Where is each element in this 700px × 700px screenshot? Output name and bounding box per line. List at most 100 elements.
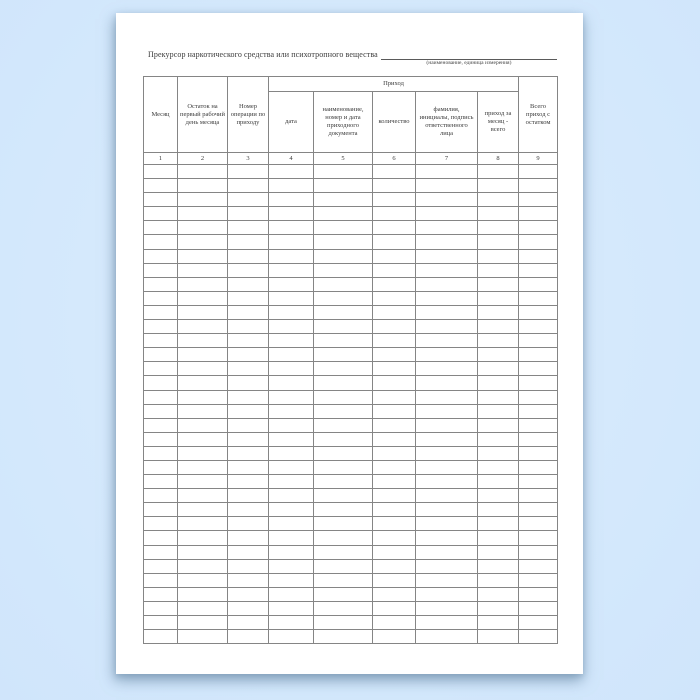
col-number-4: 4 [268, 152, 314, 165]
empty-cell [177, 206, 228, 222]
empty-cell [313, 206, 373, 222]
empty-cell [268, 600, 314, 617]
empty-cell [415, 488, 478, 504]
empty-cell [476, 600, 520, 617]
empty-cell [143, 319, 178, 335]
empty-cell [372, 192, 416, 208]
empty-cell [268, 178, 314, 194]
empty-cell [372, 586, 416, 602]
empty-cell [518, 375, 559, 391]
empty-cell [143, 586, 178, 602]
empty-cell [177, 445, 228, 461]
empty-cell [268, 459, 314, 476]
empty-cell [268, 586, 314, 602]
empty-cell [143, 234, 178, 250]
empty-cell [143, 600, 178, 617]
empty-cell [518, 234, 559, 250]
empty-cell [177, 572, 228, 588]
empty-cell [476, 572, 520, 588]
empty-cell [227, 445, 269, 461]
empty-cell [415, 502, 478, 518]
col-header-operation-number: Номер операции по приходу [227, 76, 269, 153]
empty-cell [143, 290, 178, 306]
empty-cell [415, 290, 478, 306]
empty-cell [227, 600, 269, 617]
col-header-responsible-person: фамилия, инициалы, подпись ответственног… [415, 91, 478, 153]
empty-cell [268, 276, 314, 292]
empty-cell [227, 530, 269, 546]
empty-cell [476, 431, 520, 447]
table-row [143, 474, 559, 490]
empty-cell [476, 276, 520, 292]
table-row [143, 502, 559, 518]
empty-cell [476, 459, 520, 476]
empty-cell [518, 178, 559, 194]
empty-cell [268, 417, 314, 433]
empty-cell [415, 530, 478, 546]
empty-cell [415, 572, 478, 588]
empty-cell [476, 361, 520, 377]
empty-cell [372, 431, 416, 447]
empty-cell [372, 389, 416, 405]
empty-cell [415, 163, 478, 180]
empty-cell [518, 445, 559, 461]
empty-cell [518, 572, 559, 588]
empty-cell [227, 319, 269, 335]
empty-cell [518, 600, 559, 617]
empty-cell [415, 474, 478, 490]
empty-cell [143, 178, 178, 194]
col-number-5: 5 [313, 152, 373, 165]
empty-cell [227, 389, 269, 405]
table-row [143, 192, 559, 208]
empty-cell [313, 614, 373, 631]
empty-cell [313, 290, 373, 306]
empty-cell [227, 290, 269, 306]
empty-cell [177, 431, 228, 447]
empty-cell [372, 234, 416, 250]
empty-cell [177, 347, 228, 363]
empty-cell [227, 629, 269, 645]
empty-cell [313, 502, 373, 518]
table-row [143, 290, 559, 306]
empty-cell [415, 333, 478, 349]
empty-cell [313, 417, 373, 433]
empty-cell [268, 629, 314, 645]
empty-cell [313, 572, 373, 588]
empty-cell [227, 206, 269, 222]
empty-cell [313, 403, 373, 419]
col-number-1: 1 [143, 152, 178, 165]
col-number-3: 3 [227, 152, 269, 165]
empty-cell [518, 431, 559, 447]
empty-cell [143, 220, 178, 236]
empty-cell [518, 333, 559, 349]
empty-cell [313, 389, 373, 405]
empty-cell [177, 488, 228, 504]
table-row [143, 276, 559, 292]
empty-cell [476, 192, 520, 208]
empty-cell [177, 304, 228, 321]
empty-cell [227, 192, 269, 208]
empty-cell [177, 361, 228, 377]
precursor-income-table: Месяц Остаток на первый рабочий день мес… [143, 76, 559, 645]
empty-cell [313, 445, 373, 461]
empty-cell [476, 234, 520, 250]
empty-cell [227, 586, 269, 602]
empty-cell [518, 558, 559, 574]
empty-cell [476, 333, 520, 349]
empty-cell [518, 220, 559, 236]
empty-cell [268, 502, 314, 518]
empty-cell [313, 361, 373, 377]
empty-cell [372, 572, 416, 588]
empty-cell [313, 629, 373, 645]
empty-cell [143, 389, 178, 405]
empty-cell [518, 474, 559, 490]
empty-cell [415, 206, 478, 222]
empty-cell [415, 614, 478, 631]
empty-cell [372, 502, 416, 518]
empty-cell [177, 276, 228, 292]
empty-cell [415, 220, 478, 236]
empty-cell [177, 502, 228, 518]
empty-cell [227, 234, 269, 250]
empty-cell [177, 516, 228, 532]
empty-cell [518, 544, 559, 560]
